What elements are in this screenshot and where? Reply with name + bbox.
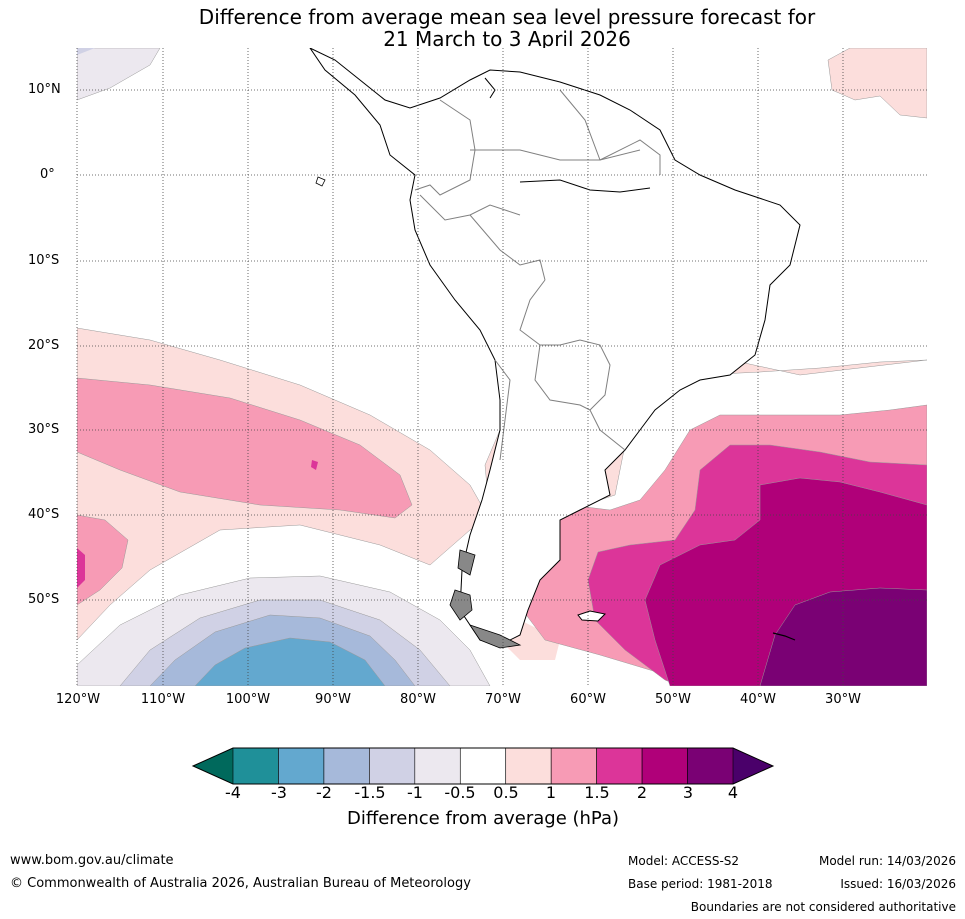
lon-label-70w: 70°W [485,692,521,707]
colorbar-tick-label: -3 [271,783,287,802]
colorbar-bin [687,747,734,785]
lat-label-40s: 40°S [28,507,60,522]
colorbar-extend-high [733,748,773,784]
colorbar-title: Difference from average (hPa) [346,808,620,829]
chart-title-line1: Difference from average mean sea level p… [198,5,816,29]
footer-issued: Issued: 16/03/2026 [840,877,956,891]
south-america-landmass [309,48,801,646]
lon-label-110w: 110°W [140,692,186,707]
colorbar-tick-label: -4 [225,783,241,802]
colorbar-bin [459,747,507,785]
colorbar-tick-label: 1.5 [584,783,610,802]
lon-label-60w: 60°W [570,692,606,707]
lon-label-120w: 120°W [55,692,101,707]
colorbar-tick-label: 4 [727,783,739,802]
colorbar-tick-label: 2 [636,783,648,802]
lat-label-10n: 10°N [28,82,61,97]
colorbar-bin [414,747,461,785]
colorbar-tick-label: -1 [407,783,423,802]
lon-label-90w: 90°W [315,692,351,707]
lat-label-50s: 50°S [28,592,60,607]
lon-label-50w: 50°W [655,692,691,707]
colorbar-tick-label: -1.5 [354,783,386,802]
colorbar-bin [505,747,552,785]
footer-model-run: Model run: 14/03/2026 [818,854,956,868]
colorbar-bin [596,747,643,785]
colorbar-tick-label: -2 [316,783,332,802]
footer-website: www.bom.gov.au/climate [10,853,174,868]
colorbar [191,747,775,785]
colorbar-tick-label: -0.5 [444,783,476,802]
colorbar-bin [641,747,688,785]
chart-title-line2: 21 March to 3 April 2026 [383,27,631,51]
footer-base-period: Base period: 1981-2018 [628,877,773,891]
lat-label-0: 0° [40,167,55,182]
anomaly-region-south-neg2 [194,637,386,686]
graticule [76,48,927,686]
anomaly-region-atlantic-3 [759,587,927,686]
lat-label-30s: 30°S [28,422,60,437]
lon-label-80w: 80°W [400,692,436,707]
anomaly-region-nw [77,48,161,101]
lat-label-20s: 20°S [28,338,60,353]
colorbar-bin [550,747,597,785]
footer-disclaimer: Boundaries are not considered authoritat… [690,900,956,914]
colorbar-tick-label: 1 [545,783,557,802]
anomaly-region-ne [827,48,927,119]
lon-label-100w: 100°W [225,692,271,707]
colorbar-bin [323,747,370,785]
lat-label-10s: 10°S [28,253,60,268]
footer-model: Model: ACCESS-S2 [628,854,740,868]
colorbar-bin [369,747,416,785]
anomaly-region-pacific-1 [77,377,413,519]
lon-label-40w: 40°W [740,692,776,707]
colorbar-tick-label: 3 [682,783,694,802]
lon-label-30w: 30°W [825,692,861,707]
colorbar-bin [232,747,279,785]
colorbar-bin [278,747,325,785]
footer-copyright: © Commonwealth of Australia 2026, Austra… [10,876,471,891]
colorbar-tick-label: 0.5 [493,783,519,802]
colorbar-extend-low [193,748,233,784]
pressure-anomaly-field [77,48,927,686]
